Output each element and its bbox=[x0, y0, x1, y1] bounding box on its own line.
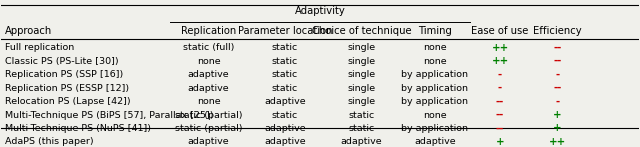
Text: Parameter location: Parameter location bbox=[237, 26, 332, 36]
Text: Relocation PS (Lapse [42]): Relocation PS (Lapse [42]) bbox=[4, 97, 130, 106]
Text: adaptive: adaptive bbox=[264, 97, 306, 106]
Text: --: -- bbox=[496, 97, 504, 107]
Text: single: single bbox=[348, 97, 376, 106]
Text: Adaptivity: Adaptivity bbox=[294, 6, 346, 16]
Text: ++: ++ bbox=[492, 56, 509, 66]
Text: adaptive: adaptive bbox=[414, 137, 456, 146]
Text: Timing: Timing bbox=[418, 26, 452, 36]
Text: none: none bbox=[423, 111, 447, 120]
Text: --: -- bbox=[496, 110, 504, 120]
Text: --: -- bbox=[496, 123, 504, 133]
Text: static: static bbox=[272, 57, 298, 66]
Text: single: single bbox=[348, 43, 376, 52]
Text: none: none bbox=[423, 43, 447, 52]
Text: adaptive: adaptive bbox=[188, 84, 229, 93]
Text: adaptive: adaptive bbox=[264, 137, 306, 146]
Text: static (full): static (full) bbox=[183, 43, 234, 52]
Text: +: + bbox=[553, 110, 562, 120]
Text: Multi-Technique PS (BiPS [57], Parallax [25]): Multi-Technique PS (BiPS [57], Parallax … bbox=[4, 111, 213, 120]
Text: -: - bbox=[498, 70, 502, 80]
Text: -: - bbox=[556, 97, 559, 107]
Text: --: -- bbox=[553, 83, 561, 93]
Text: static: static bbox=[272, 84, 298, 93]
Text: adaptive: adaptive bbox=[340, 137, 382, 146]
Text: adaptive: adaptive bbox=[188, 137, 229, 146]
Text: none: none bbox=[423, 57, 447, 66]
Text: by application: by application bbox=[401, 124, 468, 133]
Text: none: none bbox=[196, 97, 220, 106]
Text: --: -- bbox=[553, 56, 561, 66]
Text: Full replication: Full replication bbox=[4, 43, 74, 52]
Text: +: + bbox=[553, 123, 562, 133]
Text: Choice of technique: Choice of technique bbox=[312, 26, 412, 36]
Text: single: single bbox=[348, 84, 376, 93]
Text: single: single bbox=[348, 57, 376, 66]
Text: --: -- bbox=[553, 43, 561, 53]
Text: adaptive: adaptive bbox=[188, 70, 229, 79]
Text: -: - bbox=[556, 70, 559, 80]
Text: Multi-Technique PS (NuPS [41]): Multi-Technique PS (NuPS [41]) bbox=[4, 124, 150, 133]
Text: Replication PS (SSP [16]): Replication PS (SSP [16]) bbox=[4, 70, 123, 79]
Text: static (partial): static (partial) bbox=[175, 111, 242, 120]
Text: by application: by application bbox=[401, 97, 468, 106]
Text: Replication PS (ESSP [12]): Replication PS (ESSP [12]) bbox=[4, 84, 129, 93]
Text: static: static bbox=[272, 70, 298, 79]
Text: by application: by application bbox=[401, 70, 468, 79]
Text: Approach: Approach bbox=[4, 26, 52, 36]
Text: +: + bbox=[496, 137, 504, 147]
Text: none: none bbox=[196, 57, 220, 66]
Text: static: static bbox=[272, 111, 298, 120]
Text: static: static bbox=[348, 124, 374, 133]
Text: adaptive: adaptive bbox=[264, 124, 306, 133]
Text: AdaPS (this paper): AdaPS (this paper) bbox=[4, 137, 93, 146]
Text: -: - bbox=[498, 83, 502, 93]
Text: Efficiency: Efficiency bbox=[533, 26, 582, 36]
Text: Replication: Replication bbox=[181, 26, 236, 36]
Text: Classic PS (PS-Lite [30]): Classic PS (PS-Lite [30]) bbox=[4, 57, 118, 66]
Text: single: single bbox=[348, 70, 376, 79]
Text: static (partial): static (partial) bbox=[175, 124, 242, 133]
Text: by application: by application bbox=[401, 84, 468, 93]
Text: ++: ++ bbox=[492, 43, 509, 53]
Text: static: static bbox=[348, 111, 374, 120]
Text: static: static bbox=[272, 43, 298, 52]
Text: Ease of use: Ease of use bbox=[471, 26, 529, 36]
Text: ++: ++ bbox=[548, 137, 566, 147]
